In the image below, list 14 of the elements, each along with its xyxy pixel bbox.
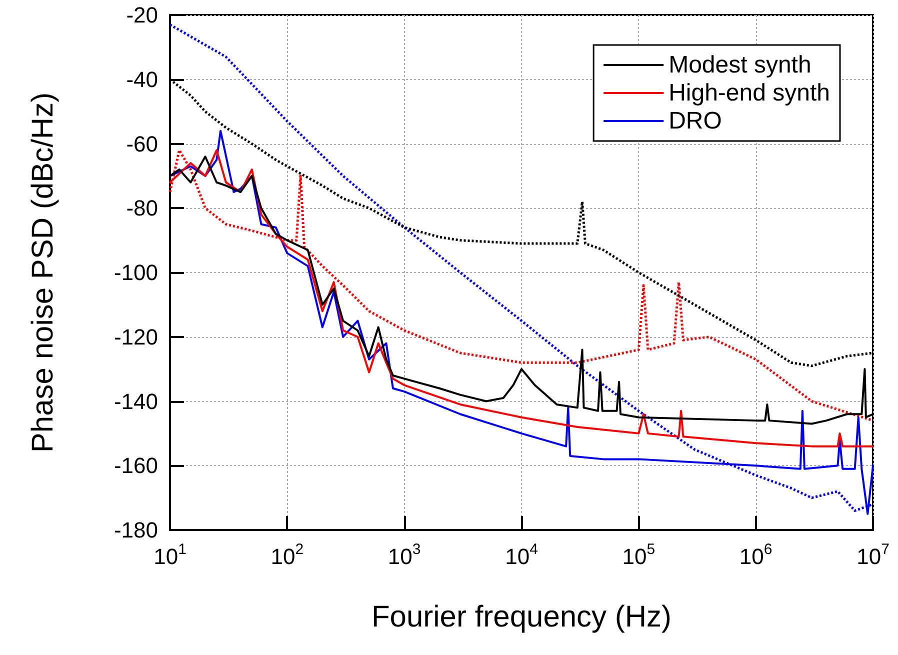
y-tick-label: -160	[114, 453, 158, 478]
y-axis-title: Phase noise PSD (dBc/Hz)	[26, 92, 60, 453]
y-tick-label: -40	[126, 66, 158, 92]
y-tick-label: -20	[126, 2, 158, 28]
y-tick-label: -140	[114, 388, 158, 414]
legend-label: High-end synth	[668, 80, 830, 106]
legend-label: Modest synth	[668, 52, 812, 78]
y-tick-label: -120	[114, 324, 158, 350]
legend-label: DRO	[668, 108, 722, 134]
y-tick-label: -80	[126, 196, 158, 221]
x-axis-title: Fourier frequency (Hz)	[371, 600, 672, 634]
y-tick-label: -100	[114, 260, 158, 285]
y-tick-label: -180	[114, 518, 158, 542]
y-tick-label: -60	[126, 131, 158, 156]
